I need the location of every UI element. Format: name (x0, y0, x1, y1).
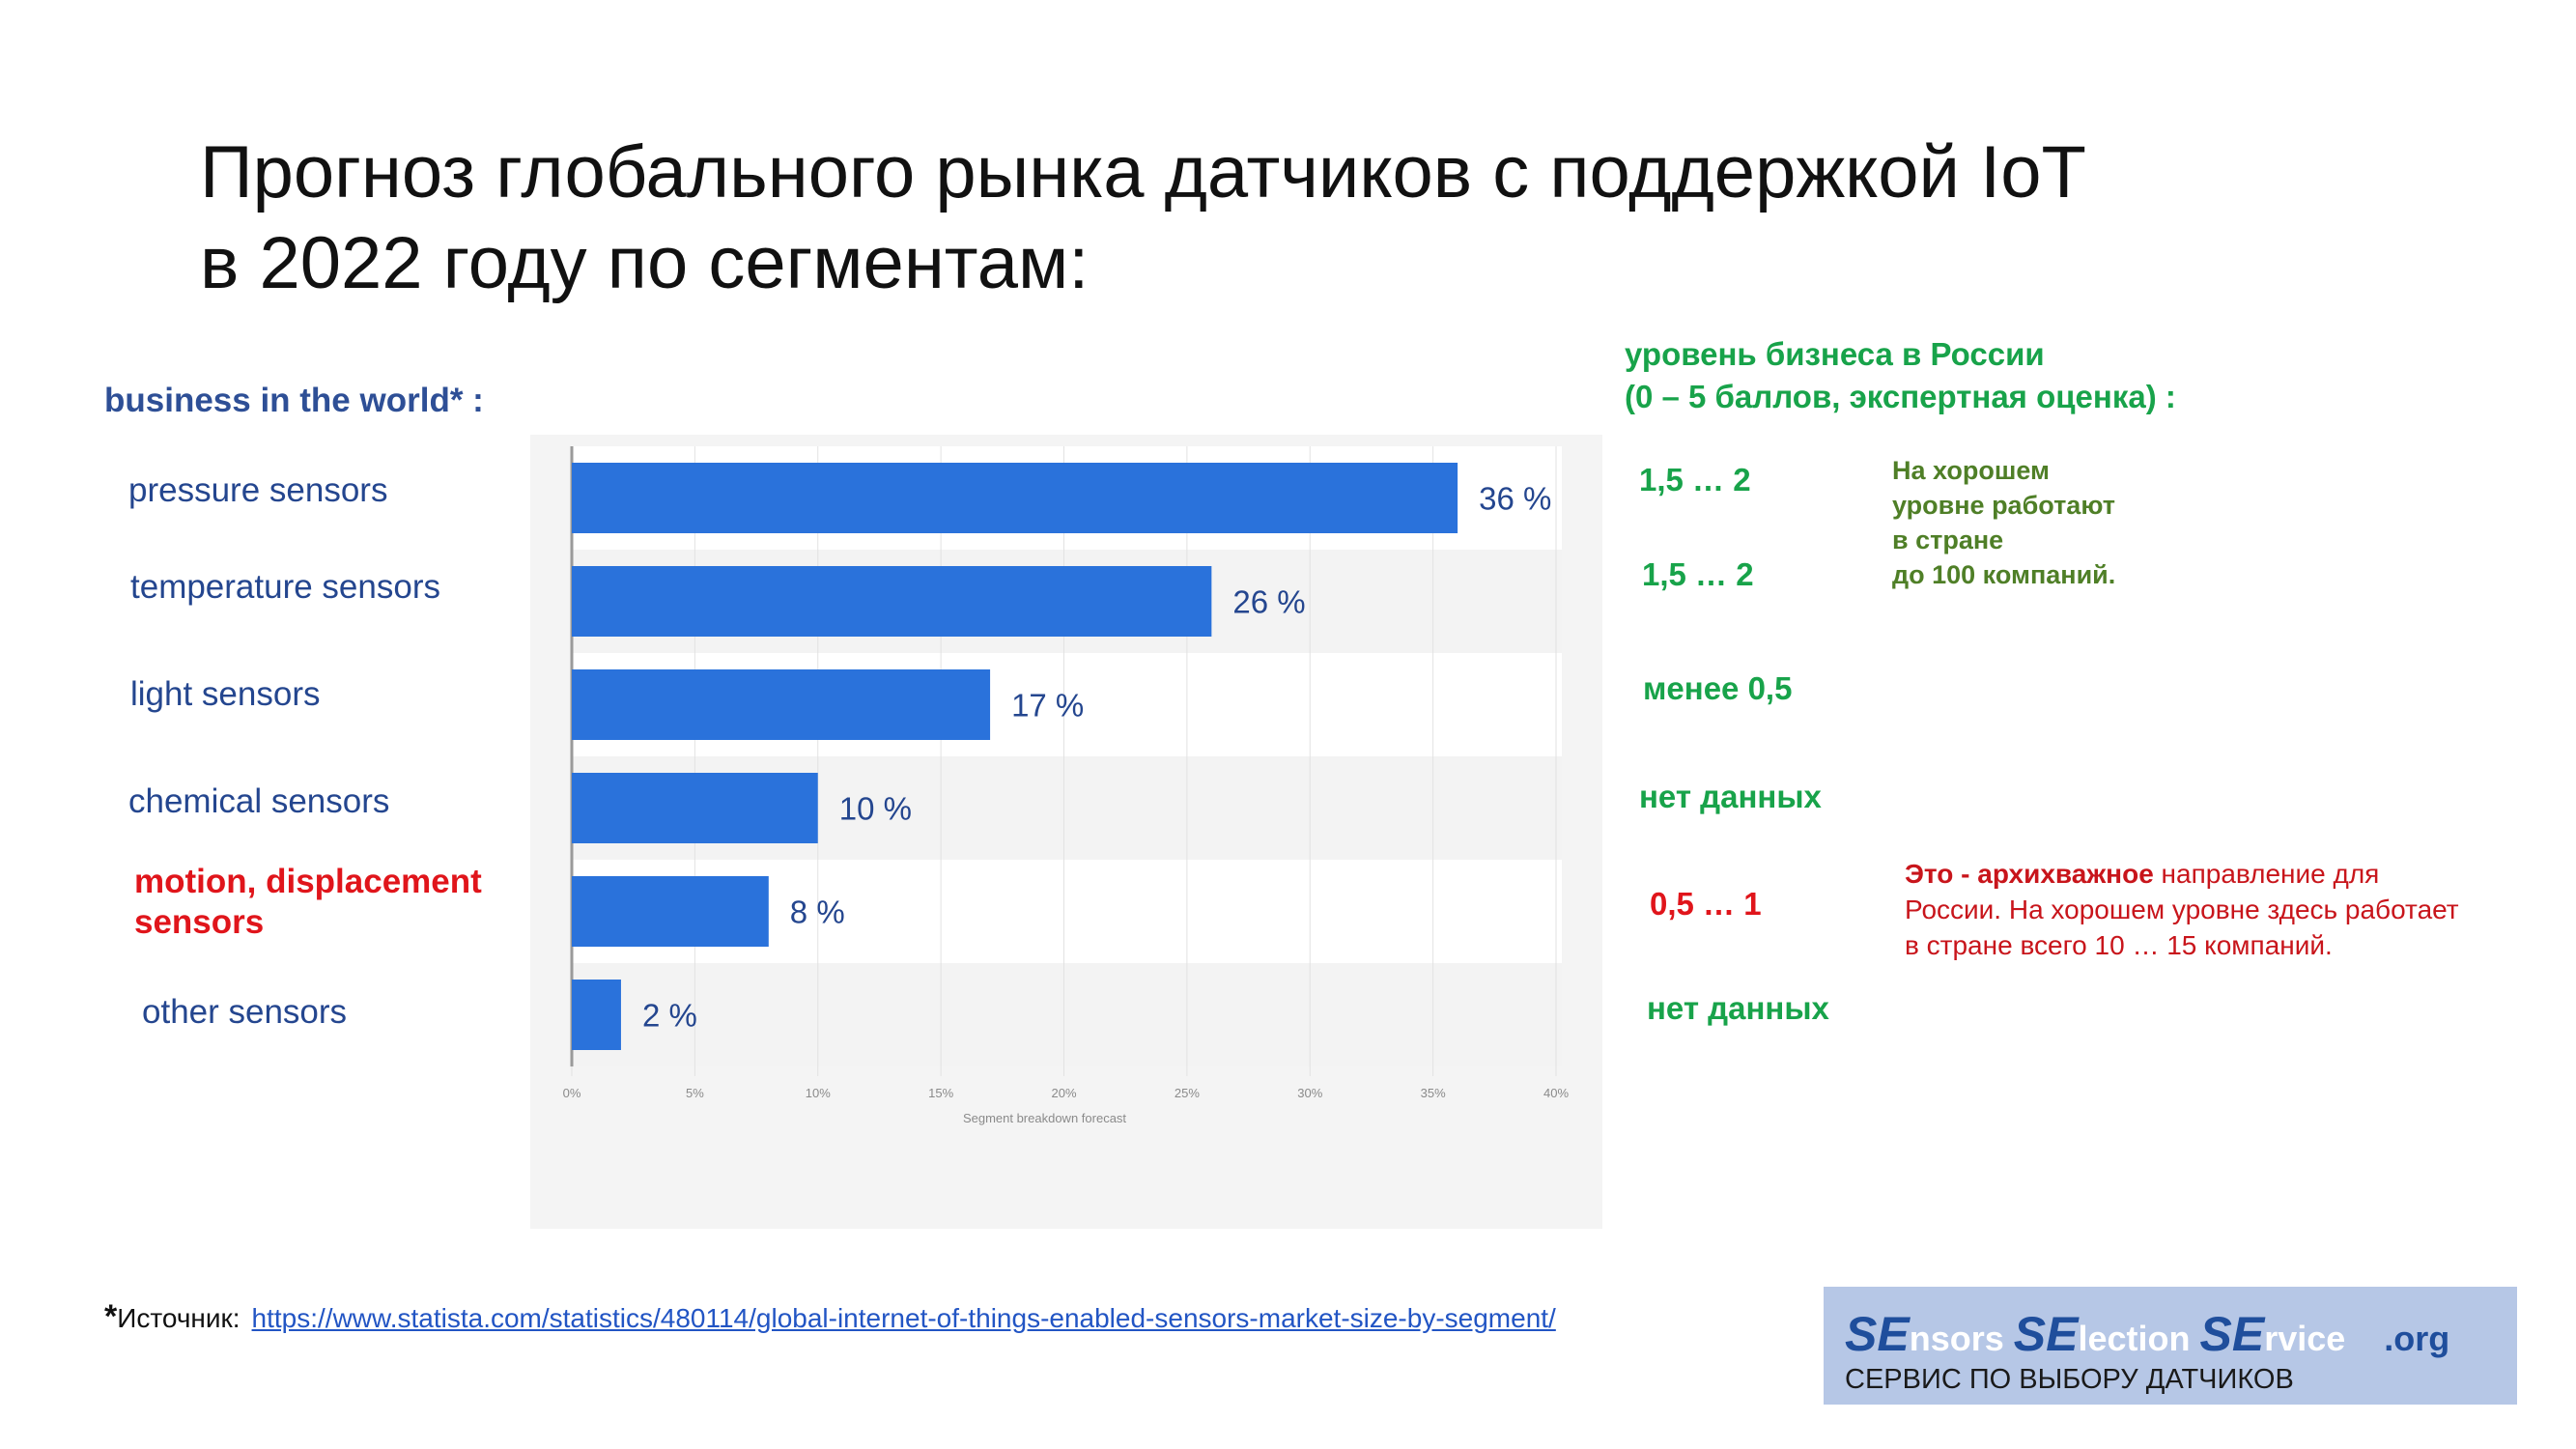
bar-value-label: 8 % (790, 895, 845, 930)
logo-org: .org (2384, 1319, 2450, 1358)
category-label-motion-line1: motion, displacement (134, 863, 482, 900)
source-star: * (104, 1298, 118, 1335)
source-link[interactable]: https://www.statista.com/statistics/4801… (251, 1303, 1556, 1333)
note-red-line2: России. На хорошем уровне здесь работает (1905, 895, 2459, 924)
x-tick-label: 10% (806, 1086, 831, 1100)
bar-value-label: 36 % (1479, 481, 1551, 517)
logo-wordmark: SEnsors SElection SErvice .org (1845, 1306, 2449, 1362)
x-tick-label: 15% (928, 1086, 953, 1100)
category-label-motion: motion, displacement sensors (134, 862, 482, 943)
page-title: Прогноз глобального рынка датчиков с под… (200, 128, 2325, 309)
x-tick-label: 25% (1175, 1086, 1200, 1100)
note-companies-green: На хорошем уровне работают в стране до 1… (1892, 453, 2115, 592)
sensors-selection-service-logo: SEnsors SElection SErvice .org СЕРВИС ПО … (1824, 1287, 2517, 1405)
russia-value-pressure: 1,5 … 2 (1639, 462, 1751, 497)
russia-value-chemical: нет данных (1639, 779, 1822, 814)
bar (572, 876, 769, 947)
category-label-temperature: temperature sensors (130, 568, 440, 606)
source-citation: *Источник: https://www.statista.com/stati… (104, 1298, 1556, 1336)
category-label-chemical: chemical sensors (128, 782, 390, 820)
bar (572, 463, 1458, 533)
russia-value-motion: 0,5 … 1 (1650, 886, 1762, 922)
world-business-label: business in the world* : (104, 382, 484, 419)
bar-value-label: 26 % (1232, 584, 1305, 620)
x-axis-title: Segment breakdown forecast (963, 1111, 1126, 1125)
note-green-line3: в стране (1892, 526, 2004, 554)
x-tick-label: 30% (1297, 1086, 1322, 1100)
category-label-motion-line2: sensors (134, 903, 265, 941)
note-red-bold: Это - архихважное (1905, 859, 2154, 889)
x-tick-label: 0% (563, 1086, 581, 1100)
x-tick-label: 40% (1543, 1086, 1569, 1100)
logo-text-3: rvice (2264, 1319, 2346, 1358)
bar-value-label: 10 % (839, 791, 912, 827)
x-tick-label: 5% (686, 1086, 704, 1100)
note-green-line4: до 100 компаний. (1892, 560, 2116, 589)
bar (572, 980, 621, 1050)
category-label-pressure: pressure sensors (128, 471, 388, 509)
note-green-line2: уровне работают (1892, 491, 2115, 520)
x-tick-label: 35% (1421, 1086, 1446, 1100)
russia-heading: уровень бизнеса в России (0 – 5 баллов, … (1625, 333, 2176, 418)
logo-se-1: SE (1845, 1307, 1910, 1361)
bar-value-label: 2 % (642, 998, 697, 1034)
category-label-other: other sensors (142, 993, 348, 1031)
note-red-line1: Это - архихважное направление для (1905, 856, 2459, 892)
x-tick-label: 20% (1051, 1086, 1076, 1100)
note-red-rest: направление для (2153, 859, 2380, 889)
bar (572, 566, 1212, 637)
source-label: Источник: (117, 1303, 241, 1333)
bar (572, 669, 991, 740)
logo-se-2: SE (2013, 1307, 2079, 1361)
note-red-line3: в стране всего 10 … 15 компаний. (1905, 930, 2333, 960)
logo-text-2: lection (2078, 1319, 2200, 1358)
russia-value-light: менее 0,5 (1643, 670, 1793, 706)
russia-heading-line1: уровень бизнеса в России (1625, 336, 2045, 372)
note-green-line1: На хорошем (1892, 456, 2050, 485)
russia-heading-line2: (0 – 5 баллов, экспертная оценка) : (1625, 379, 2176, 414)
title-line-2: в 2022 году по сегментам: (200, 222, 1090, 304)
row-band (572, 963, 1562, 1066)
logo-subtitle: СЕРВИС ПО ВЫБОРУ ДАТЧИКОВ (1845, 1364, 2294, 1395)
russia-value-temperature: 1,5 … 2 (1642, 556, 1754, 592)
note-motion-red: Это - архихважное направление для России… (1905, 856, 2459, 963)
title-line-1: Прогноз глобального рынка датчиков с под… (200, 131, 2086, 213)
bar (572, 773, 818, 843)
logo-se-3: SE (2199, 1307, 2265, 1361)
bar-chart: 36 % 26 % 17 % 10 % 8 % 2 % 0% 5% 10% 15% 20% 25% 30… (563, 446, 1569, 1125)
logo-text-1: nsors (1909, 1319, 2014, 1358)
russia-value-other: нет данных (1647, 990, 1829, 1026)
bar-value-label: 17 % (1011, 688, 1084, 724)
category-label-light: light sensors (130, 675, 321, 713)
